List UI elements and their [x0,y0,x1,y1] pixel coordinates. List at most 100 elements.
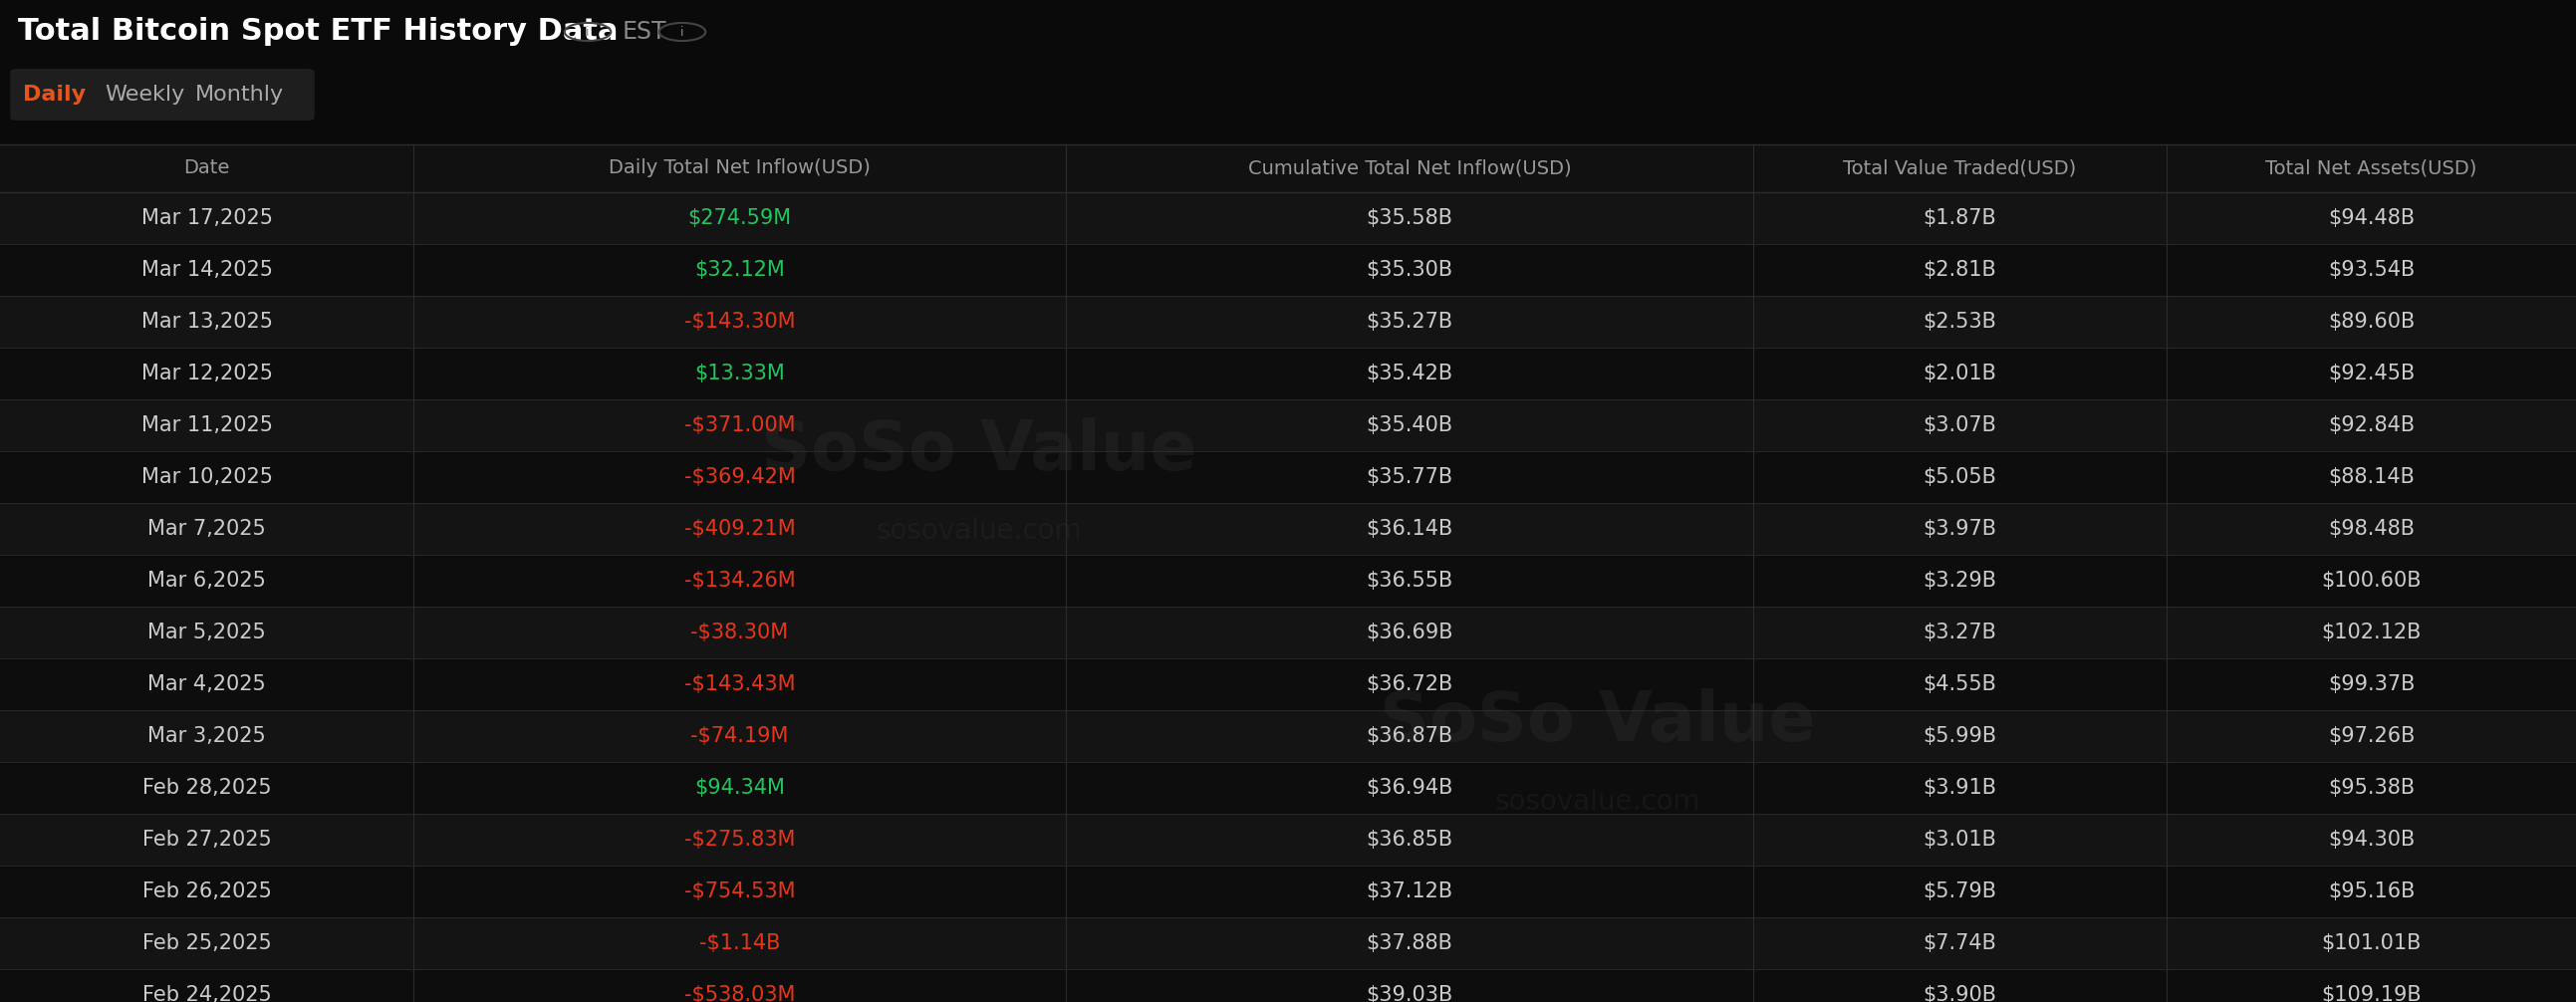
Text: -$143.30M: -$143.30M [685,312,796,332]
Text: $98.48B: $98.48B [2329,519,2414,539]
Text: $99.37B: $99.37B [2329,674,2414,694]
Text: SoSo Value: SoSo Value [1378,688,1816,755]
Text: Feb 24,2025: Feb 24,2025 [142,985,270,1002]
Text: $3.97B: $3.97B [1924,519,1996,539]
Text: Cumulative Total Net Inflow(USD): Cumulative Total Net Inflow(USD) [1247,159,1571,177]
Text: $2.81B: $2.81B [1924,260,1996,280]
Text: Mar 3,2025: Mar 3,2025 [147,726,265,746]
Text: -$754.53M: -$754.53M [685,882,796,902]
Text: i: i [680,25,685,38]
Bar [0,814,2576,866]
Text: $102.12B: $102.12B [2321,622,2421,642]
Text: Total Bitcoin Spot ETF History Data: Total Bitcoin Spot ETF History Data [18,17,618,46]
Text: Mar 13,2025: Mar 13,2025 [142,312,273,332]
Text: Mar 7,2025: Mar 7,2025 [147,519,265,539]
Text: $100.60B: $100.60B [2321,571,2421,590]
Text: Mar 12,2025: Mar 12,2025 [142,364,273,384]
Text: $3.27B: $3.27B [1924,622,1996,642]
Bar [0,658,2576,710]
Text: $7.74B: $7.74B [1924,933,1996,953]
Text: $2.53B: $2.53B [1924,312,1996,332]
Bar [0,762,2576,814]
Text: Date: Date [183,159,229,177]
Bar [0,918,2576,969]
Text: $5.05B: $5.05B [1924,467,1996,487]
Text: $36.69B: $36.69B [1365,622,1453,642]
Text: Daily Total Net Inflow(USD): Daily Total Net Inflow(USD) [608,159,871,177]
Text: $89.60B: $89.60B [2329,312,2414,332]
Text: Feb 27,2025: Feb 27,2025 [142,830,270,850]
Text: i: i [585,25,590,38]
Text: $1.87B: $1.87B [1924,208,1996,228]
Bar [0,244,2576,296]
Text: $95.38B: $95.38B [2329,778,2414,798]
Text: $94.34M: $94.34M [696,778,786,798]
Text: -$1.14B: -$1.14B [698,933,781,953]
Text: $3.90B: $3.90B [1924,985,1996,1002]
FancyBboxPatch shape [10,69,314,120]
Text: $93.54B: $93.54B [2329,260,2414,280]
Text: $13.33M: $13.33M [696,364,786,384]
Text: $36.94B: $36.94B [1365,778,1453,798]
Bar [0,451,2576,503]
Text: Mar 5,2025: Mar 5,2025 [147,622,265,642]
Text: $35.42B: $35.42B [1365,364,1453,384]
Text: Mar 11,2025: Mar 11,2025 [142,416,273,435]
Text: Mar 6,2025: Mar 6,2025 [147,571,265,590]
Bar [0,400,2576,451]
Bar [0,296,2576,348]
Text: sosovalue.com: sosovalue.com [1494,788,1700,816]
Text: $36.87B: $36.87B [1365,726,1453,746]
Text: -$143.43M: -$143.43M [685,674,796,694]
Text: $39.03B: $39.03B [1365,985,1453,1002]
Text: Mar 17,2025: Mar 17,2025 [142,208,273,228]
Text: $32.12M: $32.12M [696,260,786,280]
Text: $92.45B: $92.45B [2329,364,2414,384]
Text: Total Value Traded(USD): Total Value Traded(USD) [1844,159,2076,177]
Text: -$74.19M: -$74.19M [690,726,788,746]
Text: -$134.26M: -$134.26M [685,571,796,590]
Text: $36.55B: $36.55B [1365,571,1453,590]
Text: $274.59M: $274.59M [688,208,791,228]
Text: -$275.83M: -$275.83M [685,830,796,850]
Text: EST: EST [623,20,667,44]
Text: Daily: Daily [23,84,85,104]
Text: $37.12B: $37.12B [1365,882,1453,902]
Bar [0,144,2576,192]
Text: $88.14B: $88.14B [2329,467,2414,487]
Text: Weekly: Weekly [106,84,185,104]
Bar [0,555,2576,606]
Bar [0,710,2576,762]
Bar [0,866,2576,918]
Text: $5.79B: $5.79B [1924,882,1996,902]
Text: Feb 26,2025: Feb 26,2025 [142,882,270,902]
Text: $35.27B: $35.27B [1365,312,1453,332]
Text: -$38.30M: -$38.30M [690,622,788,642]
Text: sosovalue.com: sosovalue.com [876,517,1082,545]
Text: Feb 28,2025: Feb 28,2025 [142,778,270,798]
Text: Total Net Assets(USD): Total Net Assets(USD) [2264,159,2478,177]
Text: SoSo Value: SoSo Value [760,418,1198,484]
Text: $3.29B: $3.29B [1924,571,1996,590]
Bar [0,348,2576,400]
Text: $36.14B: $36.14B [1365,519,1453,539]
Text: $35.30B: $35.30B [1365,260,1453,280]
Text: Mar 10,2025: Mar 10,2025 [142,467,273,487]
Text: $5.99B: $5.99B [1922,726,1996,746]
Bar [0,192,2576,244]
Text: $97.26B: $97.26B [2329,726,2414,746]
Text: $3.91B: $3.91B [1924,778,1996,798]
Text: $94.30B: $94.30B [2329,830,2414,850]
Text: $92.84B: $92.84B [2329,416,2414,435]
Text: $35.40B: $35.40B [1365,416,1453,435]
Text: Mar 14,2025: Mar 14,2025 [142,260,273,280]
Text: Mar 4,2025: Mar 4,2025 [147,674,265,694]
Text: $35.58B: $35.58B [1365,208,1453,228]
Text: $4.55B: $4.55B [1924,674,1996,694]
Text: $35.77B: $35.77B [1365,467,1453,487]
Text: $94.48B: $94.48B [2329,208,2414,228]
Bar [0,503,2576,555]
Text: $3.01B: $3.01B [1924,830,1996,850]
Text: $36.85B: $36.85B [1365,830,1453,850]
Text: $36.72B: $36.72B [1365,674,1453,694]
